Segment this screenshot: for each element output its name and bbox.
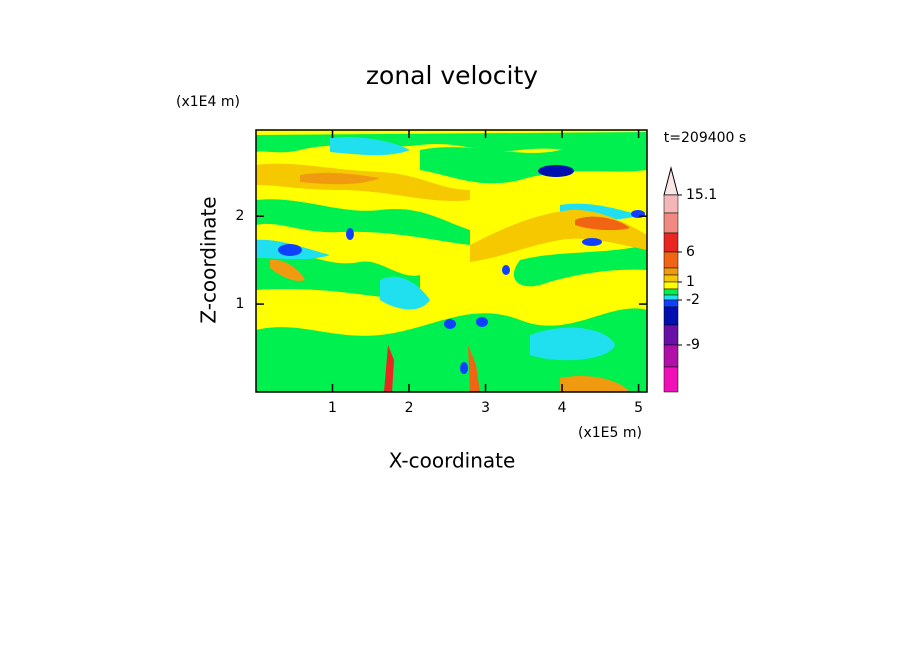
x-tick-label: 5 xyxy=(634,400,643,416)
colorbar-segment xyxy=(663,294,679,301)
colorbar-segment xyxy=(663,366,679,393)
x-tick-label: 4 xyxy=(558,400,567,416)
y-unit: (x1E4 m) xyxy=(176,94,240,110)
colorbar-segment xyxy=(663,344,679,368)
x-tick-label: 2 xyxy=(405,400,414,416)
colorbar-segment xyxy=(663,267,679,276)
y-tick-label: 2 xyxy=(236,208,245,224)
colorbar-segment xyxy=(663,324,679,346)
colorbar-label: -9 xyxy=(686,337,700,353)
colorbar-segment xyxy=(663,251,679,269)
y-tick-label: 1 xyxy=(236,296,245,312)
colorbar-segment xyxy=(663,274,679,283)
time-label: t=209400 s xyxy=(664,130,746,146)
colorbar-segment xyxy=(663,194,679,214)
colorbar-segment xyxy=(663,281,679,290)
x-tick-label: 3 xyxy=(481,400,490,416)
colorbar-segment xyxy=(663,299,679,308)
colorbar-segment xyxy=(663,232,679,253)
colorbar-label: 1 xyxy=(686,274,695,290)
colorbar-label: -2 xyxy=(686,292,700,308)
x-unit: (x1E5 m) xyxy=(578,425,642,441)
colorbar-segment xyxy=(663,212,679,234)
x-tick-label: 1 xyxy=(328,400,337,416)
colorbar-segment xyxy=(663,306,679,326)
y-axis-label: Z-coordinate xyxy=(197,196,221,323)
x-axis-label: X-coordinate xyxy=(389,449,516,473)
chart-title: zonal velocity xyxy=(366,61,538,90)
colorbar-label: 6 xyxy=(686,244,695,260)
colorbar-triangle xyxy=(663,166,679,196)
plot-frame xyxy=(255,129,648,393)
colorbar-label: 15.1 xyxy=(686,187,717,203)
colorbar-segment xyxy=(663,288,679,296)
contour-field xyxy=(256,130,647,392)
